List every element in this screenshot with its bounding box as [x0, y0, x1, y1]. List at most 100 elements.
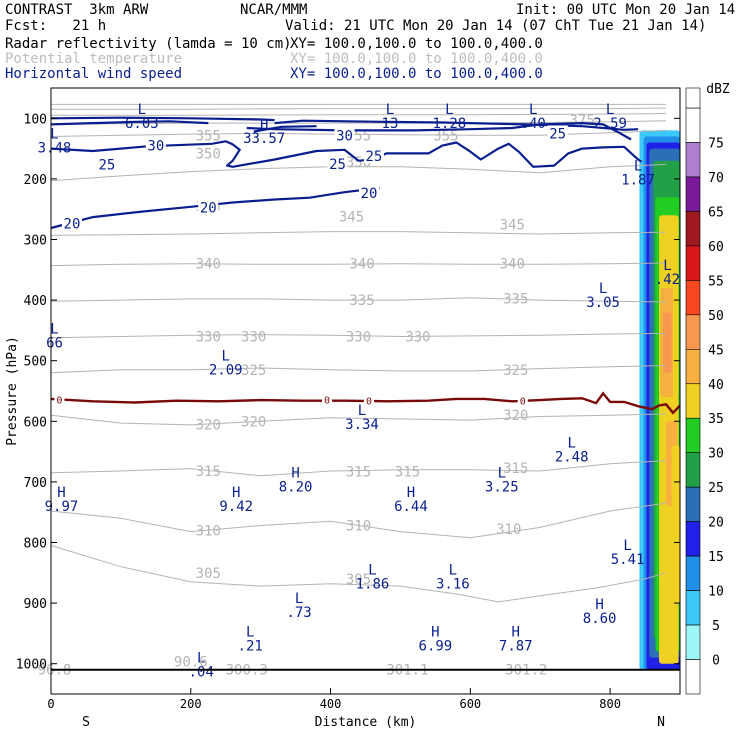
- extremum-value: 6.44: [394, 499, 428, 515]
- colorbar-bin: [685, 176, 701, 212]
- colorbar-tick-label: 35: [708, 412, 724, 427]
- freezing-label-bg: [322, 393, 333, 405]
- wind-label: 25: [98, 157, 115, 173]
- reflectivity-cell: [663, 312, 672, 373]
- extremum-kind: L: [634, 158, 642, 174]
- colorbar-cap: [685, 87, 701, 109]
- colorbar-bin: [685, 107, 701, 143]
- extremum-value: 8.20: [279, 480, 313, 496]
- extremum-value: .21: [238, 638, 263, 654]
- colorbar-bin: [685, 245, 701, 281]
- field-label-theta: Potential temperature: [5, 51, 183, 67]
- colorbar-bin: [685, 452, 701, 488]
- colorbar-bin: [685, 659, 701, 695]
- wind-label: 25: [365, 149, 382, 165]
- extremum-kind: L: [295, 591, 303, 607]
- freezing-label: 0: [56, 395, 62, 406]
- theta-label: 330: [196, 329, 221, 345]
- extremum-kind: L: [138, 102, 146, 118]
- wind-contour-30: [50, 120, 209, 126]
- wind-label: 20: [361, 186, 378, 202]
- theta-label: 340: [349, 257, 374, 273]
- theta-label: 330: [241, 329, 266, 345]
- extremum-kind: H: [595, 597, 603, 613]
- extremum-value: 1.86: [356, 577, 390, 593]
- freezing-label: 0: [520, 397, 526, 408]
- theta-label: 350: [196, 146, 221, 162]
- freezing-label: 0: [366, 397, 372, 408]
- wind-label-bg: [61, 215, 82, 231]
- extremum-value: 2.09: [209, 363, 243, 379]
- theta-contour-355: [50, 129, 667, 137]
- extremum-kind: H: [260, 117, 268, 133]
- header: CONTRAST 3km ARW NCAR/MMM Init: 00 UTC M…: [0, 0, 740, 85]
- extremum-value: .42: [655, 272, 680, 288]
- theta-label: 340: [196, 257, 221, 273]
- colorbar-tick-label: 75: [708, 136, 724, 151]
- y-tick-label: 400: [24, 294, 47, 309]
- x-tick-label: 600: [459, 697, 481, 711]
- y-tick-label: 500: [24, 355, 47, 370]
- wind-label-bg: [96, 156, 117, 172]
- colorbar-tick-label: 15: [708, 550, 724, 565]
- theta-contour-325: [50, 365, 667, 374]
- theta-contour-370: [51, 107, 667, 110]
- field-xy-theta: XY= 100.0,100.0 to 100.0,400.0: [290, 51, 543, 67]
- organization: NCAR/MMM: [240, 2, 308, 18]
- theta-contour-365: [51, 113, 667, 116]
- extremum-value: 9.42: [219, 499, 253, 515]
- extremum-kind: L: [449, 563, 457, 579]
- theta-label: 340: [500, 257, 525, 273]
- colorbar-tick-label: 40: [708, 378, 724, 393]
- colorbar-tick-label: 45: [708, 343, 724, 358]
- x-tick-label: 400: [320, 697, 342, 711]
- theta-label: 315: [196, 464, 221, 480]
- extremum-kind: L: [246, 624, 254, 640]
- extremum-kind: H: [512, 624, 520, 640]
- colorbar-bin: [685, 486, 701, 522]
- colorbar-tick-label: 5: [712, 619, 720, 634]
- colorbar-bin: [685, 590, 701, 626]
- plot-frame: [50, 87, 681, 695]
- extrema-labels: L6.03L13L1.28L.40L2.59L3.48H33.57L1.87L.…: [38, 102, 680, 680]
- theta-label: 315: [503, 461, 528, 477]
- field-label-wind: Horizontal wind speed: [5, 66, 183, 82]
- extremum-kind: L: [498, 466, 506, 482]
- colorbar-tick-label: 0: [712, 654, 720, 669]
- theta-label: 335: [503, 291, 528, 307]
- x-tick-label: 0: [47, 697, 54, 711]
- freezing-label-bg: [517, 394, 528, 406]
- extremum-value: 6.03: [125, 116, 159, 132]
- extremum-kind: L: [599, 281, 607, 297]
- wind-label: 25: [549, 126, 566, 142]
- colorbar-tick-label: 65: [708, 205, 724, 220]
- colorbar-bin: [685, 142, 701, 178]
- extremum-value: 66: [46, 335, 63, 351]
- extremum-value: .04: [189, 664, 214, 680]
- y-tick-label: 300: [24, 234, 47, 249]
- theta-label: 325: [503, 363, 528, 379]
- freezing-label: 0: [324, 395, 330, 406]
- extremum-kind: L: [197, 650, 205, 666]
- y-tick-label: 700: [24, 476, 47, 491]
- theta-label: 330: [405, 329, 430, 345]
- y-tick-label: 900: [24, 597, 47, 612]
- colorbar-bin: [685, 211, 701, 247]
- theta-label: 325: [241, 363, 266, 379]
- extremum-value: 2.48: [555, 449, 589, 465]
- y-tick-label: 600: [24, 415, 47, 430]
- extremum-value: 2.59: [593, 116, 627, 132]
- wind-contour-25: [50, 140, 643, 168]
- theta-label: 335: [349, 293, 374, 309]
- colorbar-bin: [685, 280, 701, 316]
- colorbar-tick-label: 60: [708, 240, 724, 255]
- theta-label: 320: [196, 417, 221, 433]
- theta-contours: 3553553553503503753453453453403403403353…: [50, 103, 667, 603]
- y-tick-label: 1000: [16, 658, 47, 673]
- forecast-hour: Fcst: 21 h: [5, 18, 107, 34]
- extremum-kind: H: [232, 485, 240, 501]
- theta-contour-350: [50, 163, 667, 182]
- model-title: CONTRAST 3km ARW: [5, 2, 149, 18]
- theta-label: 310: [496, 522, 521, 538]
